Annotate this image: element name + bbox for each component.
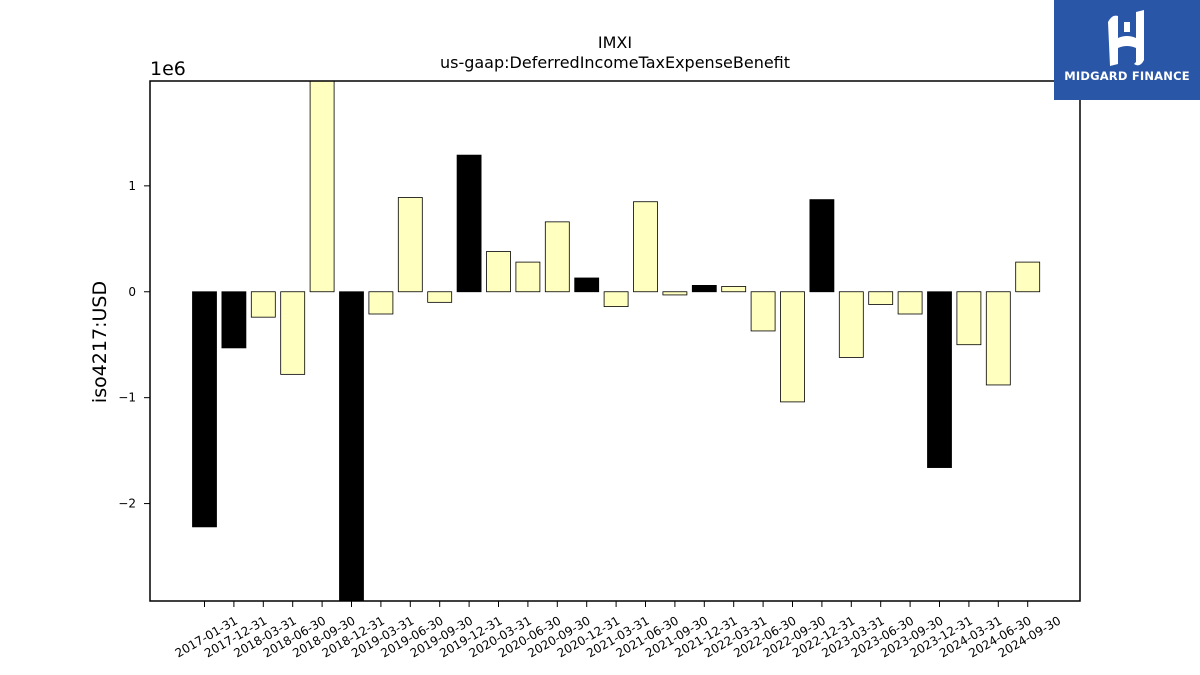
y-axis-label: iso4217:USD (89, 281, 111, 403)
bar-2018-06-30 (280, 291, 306, 375)
bar-2021-09-30 (662, 291, 688, 296)
bar-2019-06-30 (397, 197, 423, 293)
logo-mark-icon (1108, 10, 1144, 67)
y-scale-label: 1e6 (150, 58, 186, 80)
y-tick-label: −2 (118, 497, 136, 511)
bar-2023-06-30 (868, 291, 894, 305)
bar-2020-06-30 (515, 261, 541, 293)
bar-2023-03-31 (838, 291, 864, 358)
bar-2023-09-30 (897, 291, 923, 315)
bar-2020-03-31 (486, 251, 511, 293)
bar-2022-09-30 (780, 291, 805, 403)
bar-2020-12-31 (574, 277, 600, 293)
y-tick-label: 1 (128, 179, 136, 193)
chart-title: IMXI (598, 33, 632, 52)
plot-frame (149, 80, 1081, 602)
bar-2024-03-31 (956, 291, 982, 346)
bar-2019-12-31 (456, 154, 482, 293)
chart-subtitle: us-gaap:DeferredIncomeTaxExpenseBenefit (440, 53, 790, 72)
y-tick-label: −1 (118, 391, 136, 405)
bar-2018-03-31 (250, 291, 276, 318)
bar-2019-09-30 (427, 291, 453, 303)
bar-2021-12-31 (691, 284, 717, 293)
x-ticks: 2017-01-312017-12-312018-03-312018-06-30… (173, 601, 1063, 660)
bars-group (192, 80, 1041, 602)
bar-2018-09-30 (309, 80, 335, 293)
bar-2020-09-30 (544, 221, 570, 293)
bar-2021-03-31 (603, 291, 629, 307)
y-ticks: −2 −1 0 1 (118, 179, 150, 511)
bar-2017-12-31 (221, 291, 247, 349)
bar-2023-12-31 (927, 291, 952, 468)
midgard-finance-logo: MIDGARD FINANCE (1054, 0, 1200, 100)
bar-2022-12-31 (809, 199, 835, 293)
bar-2019-03-31 (368, 291, 394, 315)
bar-2024-06-30 (985, 291, 1011, 386)
bar-2024-09-30 (1015, 261, 1041, 293)
logo-text: MIDGARD FINANCE (1064, 69, 1190, 83)
bar-2022-06-30 (750, 291, 776, 332)
bar-2022-03-31 (721, 286, 747, 293)
y-tick-label: 0 (128, 285, 136, 299)
bar-2018-12-31 (339, 291, 364, 602)
bar-2017-01-31 (192, 291, 217, 528)
bar-2021-06-30 (633, 201, 658, 293)
